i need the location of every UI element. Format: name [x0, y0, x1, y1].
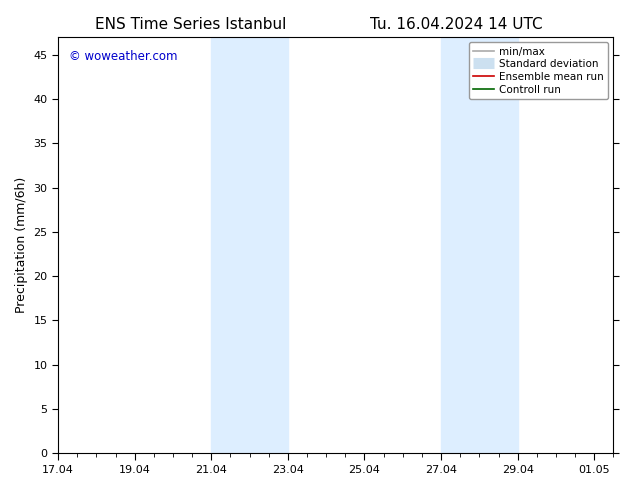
Bar	[441, 37, 518, 453]
Bar	[211, 37, 288, 453]
Text: ENS Time Series Istanbul: ENS Time Series Istanbul	[94, 17, 286, 32]
Y-axis label: Precipitation (mm/6h): Precipitation (mm/6h)	[15, 177, 28, 313]
Text: © woweather.com: © woweather.com	[69, 49, 178, 63]
Text: Tu. 16.04.2024 14 UTC: Tu. 16.04.2024 14 UTC	[370, 17, 543, 32]
Legend: min/max, Standard deviation, Ensemble mean run, Controll run: min/max, Standard deviation, Ensemble me…	[469, 42, 608, 99]
